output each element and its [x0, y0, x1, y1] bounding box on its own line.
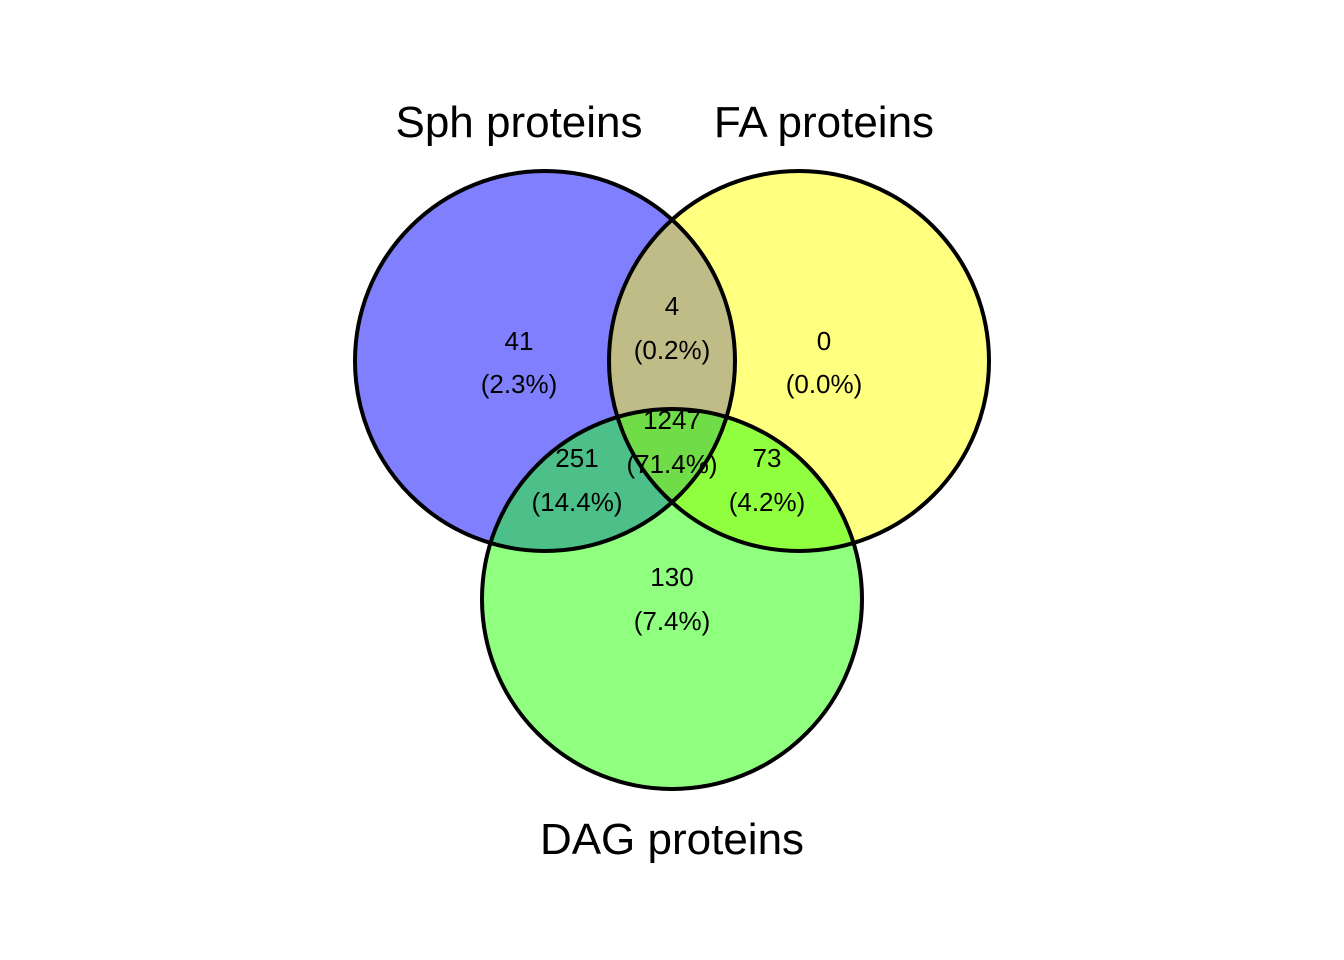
sph-only-percent: (2.3%) — [481, 369, 558, 399]
dag-label: DAG proteins — [540, 815, 804, 864]
fa-dag-count: 73 — [753, 443, 782, 473]
sph-dag-overlap — [482, 409, 735, 551]
fa-only-count: 0 — [817, 326, 831, 356]
fa-dag-percent: (4.2%) — [729, 487, 806, 517]
sph-label: Sph proteins — [395, 98, 642, 147]
dag-outline — [480, 407, 864, 791]
fa-outline — [607, 169, 991, 553]
sph-dag-count: 251 — [555, 443, 598, 473]
dag-only-count: 130 — [650, 562, 693, 592]
sph-only-count: 41 — [505, 326, 534, 356]
sph-fa-percent: (0.2%) — [634, 335, 711, 365]
sph-outline — [353, 169, 737, 553]
fa-dag-overlap — [609, 409, 862, 551]
sph-dag-percent: (14.4%) — [531, 487, 622, 517]
fa-only-percent: (0.0%) — [786, 369, 863, 399]
sph-fa-count: 4 — [665, 291, 679, 321]
dag-only-percent: (7.4%) — [634, 606, 711, 636]
fa-label: FA proteins — [714, 98, 934, 147]
all-count: 1247 — [643, 405, 701, 435]
all-percent: (71.4%) — [626, 449, 717, 479]
